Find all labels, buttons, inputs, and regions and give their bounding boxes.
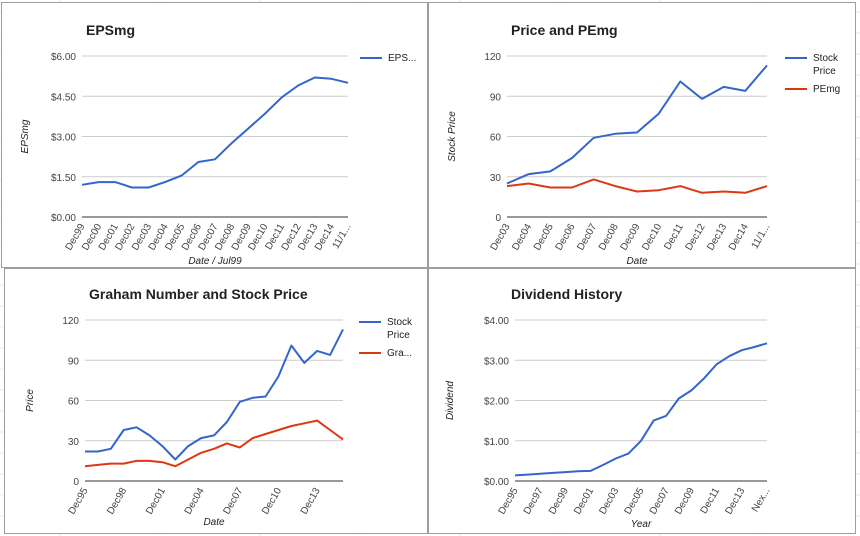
y-tick-label: 60 bbox=[68, 397, 80, 408]
y-tick-label: 0 bbox=[495, 213, 501, 224]
y-tick-label: $4.00 bbox=[484, 316, 509, 327]
y-tick-label: 90 bbox=[490, 92, 502, 103]
y-tick-label: $3.00 bbox=[51, 133, 76, 144]
x-tick-label: Dec04 bbox=[510, 222, 534, 253]
y-tick-label: $1.50 bbox=[51, 173, 76, 184]
y-tick-label: $3.00 bbox=[484, 356, 509, 367]
x-tick-label: Nex... bbox=[750, 486, 773, 514]
y-axis-title: Price bbox=[25, 389, 36, 412]
x-tick-label: Dec13 bbox=[705, 222, 729, 253]
series-line bbox=[85, 328, 344, 461]
legend-label: Gra... bbox=[387, 348, 412, 359]
x-tick-label: Dec95 bbox=[67, 486, 91, 517]
x-tick-label: Dec01 bbox=[144, 486, 168, 517]
x-tick-label: Dec05 bbox=[623, 486, 647, 517]
x-tick-label: Dec01 bbox=[572, 486, 596, 517]
x-tick-label: Dec99 bbox=[547, 486, 571, 517]
y-tick-label: 90 bbox=[68, 356, 80, 367]
x-axis-title: Year bbox=[631, 519, 652, 530]
series-line bbox=[84, 419, 344, 468]
x-tick-label: Dec10 bbox=[640, 222, 664, 253]
series-line bbox=[81, 76, 349, 189]
legend-label: PEmg bbox=[813, 84, 840, 95]
y-axis-title: Stock Price bbox=[447, 111, 458, 162]
x-tick-label: Dec07 bbox=[575, 222, 599, 253]
y-tick-label: $0.00 bbox=[51, 213, 76, 224]
x-tick-label: Dec05 bbox=[532, 222, 556, 253]
x-tick-label: Dec11 bbox=[699, 486, 723, 516]
x-axis-title: Date bbox=[626, 256, 648, 267]
graham-number-chart-panel: Graham Number and Stock Price 0 30 60 90 120 D… bbox=[4, 268, 428, 534]
x-axis-title: Date / Jul99 bbox=[188, 256, 242, 267]
x-tick-label: Dec04 bbox=[183, 486, 207, 517]
x-tick-label: Dec03 bbox=[597, 486, 621, 517]
y-tick-label: 120 bbox=[484, 52, 501, 63]
x-tick-label: Dec95 bbox=[497, 486, 521, 517]
legend-label: EPS... bbox=[388, 53, 416, 64]
x-tick-label: 11/1... bbox=[750, 222, 773, 251]
x-tick-label: Dec06 bbox=[554, 222, 578, 253]
chart-svg: Dividend History $0.00 $1.00 $2.00 $3.00 $4.0… bbox=[445, 286, 773, 530]
y-tick-label: 0 bbox=[73, 477, 79, 488]
dividend-history-chart-panel: Dividend History $0.00 $1.00 $2.00 $3.00 $4.0… bbox=[428, 268, 856, 534]
legend-label: Stock Price bbox=[813, 53, 839, 77]
x-tick-label: Dec10 bbox=[260, 486, 284, 517]
y-tick-label: $6.00 bbox=[51, 52, 76, 63]
series-line bbox=[514, 342, 768, 477]
y-tick-label: 120 bbox=[62, 316, 79, 327]
x-tick-label: Dec09 bbox=[673, 486, 697, 517]
y-tick-label: 60 bbox=[490, 133, 502, 144]
y-axis-title: EPSmg bbox=[20, 119, 31, 153]
price-pe-chart-panel: Price and PEmg 0 30 60 90 120 Dec03 Dec04 Dec05 D… bbox=[428, 2, 856, 268]
x-tick-label: Dec08 bbox=[597, 222, 621, 253]
series-line bbox=[506, 64, 768, 185]
x-tick-label: Dec12 bbox=[684, 222, 708, 253]
y-axis-title: Dividend bbox=[445, 381, 456, 420]
x-tick-label: Dec07 bbox=[648, 486, 672, 517]
x-tick-label: Dec97 bbox=[522, 486, 546, 517]
x-tick-label: Dec13 bbox=[299, 486, 323, 517]
x-tick-label: Dec07 bbox=[221, 486, 245, 517]
x-tick-label: Dec14 bbox=[727, 222, 751, 253]
chart-title: Dividend History bbox=[511, 286, 622, 302]
y-tick-label: $2.00 bbox=[484, 397, 509, 408]
x-tick-label: Dec13 bbox=[723, 486, 747, 517]
y-tick-label: $1.00 bbox=[484, 437, 509, 448]
y-tick-label: $4.50 bbox=[51, 92, 76, 103]
y-tick-label: 30 bbox=[68, 437, 80, 448]
x-tick-label: Dec09 bbox=[619, 222, 643, 253]
y-tick-label: 30 bbox=[490, 173, 502, 184]
series-line bbox=[506, 178, 768, 194]
chart-title: Price and PEmg bbox=[511, 22, 618, 38]
x-tick-label: Dec98 bbox=[105, 486, 129, 517]
y-tick-label: $0.00 bbox=[484, 477, 509, 488]
eps-chart-panel: EPSmg $0.00 $1.50 $3.00 $4.50 $6.00 Dec99 Dec00… bbox=[1, 2, 428, 268]
x-tick-label: Dec03 bbox=[489, 222, 513, 253]
chart-title: Graham Number and Stock Price bbox=[89, 286, 308, 302]
chart-title: EPSmg bbox=[86, 22, 135, 38]
chart-svg: EPSmg$0.00$1.50$3.00$4.50$6.00Dec99Dec00… bbox=[20, 22, 416, 267]
legend-label: Stock Price bbox=[387, 317, 413, 341]
chart-svg: Price and PEmg0306090120Dec03Dec04Dec05D… bbox=[447, 22, 840, 267]
x-axis-title: Date bbox=[203, 517, 225, 528]
chart-svg: Graham Number and Stock Price 0 30 60 90 120 D… bbox=[25, 286, 413, 528]
